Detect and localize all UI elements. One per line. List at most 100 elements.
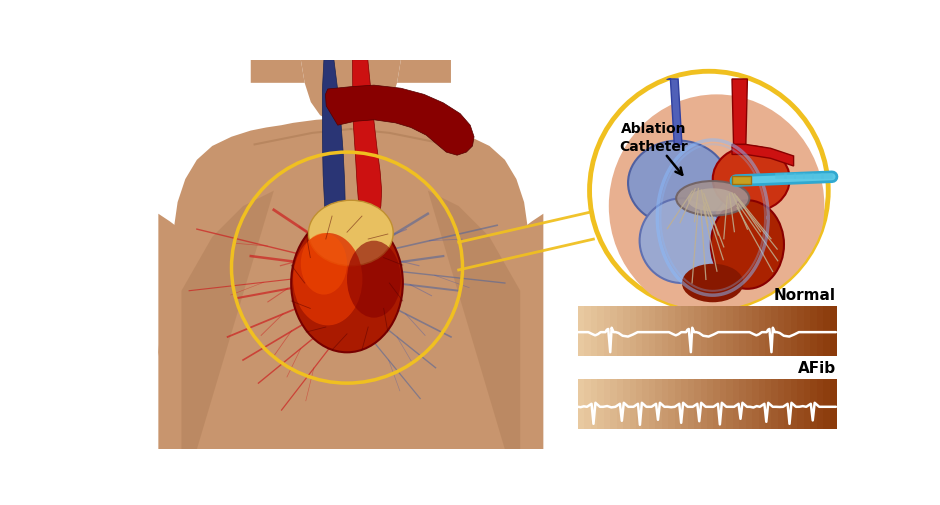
Bar	[591, 380, 598, 429]
Bar	[636, 380, 643, 429]
Bar	[662, 307, 669, 357]
Ellipse shape	[628, 141, 728, 226]
Ellipse shape	[639, 199, 725, 283]
Bar	[759, 380, 766, 429]
Bar	[810, 380, 818, 429]
Bar	[727, 307, 733, 357]
Ellipse shape	[688, 189, 738, 212]
Bar	[623, 307, 631, 357]
Bar	[713, 307, 721, 357]
Text: AFib: AFib	[798, 361, 836, 376]
Bar	[817, 380, 823, 429]
Polygon shape	[732, 80, 747, 145]
Text: Ablation
Catheter: Ablation Catheter	[619, 121, 688, 154]
Polygon shape	[301, 61, 400, 127]
Bar	[617, 307, 624, 357]
Ellipse shape	[713, 147, 790, 213]
Bar	[745, 307, 753, 357]
Polygon shape	[158, 214, 243, 449]
Bar	[733, 380, 740, 429]
Polygon shape	[340, 213, 368, 276]
Polygon shape	[352, 61, 382, 224]
Bar	[784, 307, 791, 357]
Bar	[829, 307, 837, 357]
Bar	[682, 380, 688, 429]
Bar	[675, 307, 682, 357]
Bar	[720, 380, 728, 429]
Bar	[642, 307, 650, 357]
Bar	[772, 380, 778, 429]
Circle shape	[589, 72, 828, 311]
Bar	[688, 307, 695, 357]
Bar	[688, 380, 695, 429]
Bar	[739, 307, 746, 357]
Bar	[630, 307, 636, 357]
Polygon shape	[459, 214, 543, 449]
Bar	[791, 380, 798, 429]
Bar	[597, 307, 604, 357]
Bar	[778, 380, 785, 429]
Bar	[578, 380, 586, 429]
Polygon shape	[325, 86, 474, 156]
Bar	[668, 380, 676, 429]
Bar	[784, 380, 791, 429]
Bar	[804, 307, 811, 357]
Bar	[655, 307, 663, 357]
Bar	[823, 307, 830, 357]
Bar	[668, 307, 676, 357]
Bar	[752, 380, 760, 429]
Bar	[765, 307, 773, 357]
Bar	[797, 380, 805, 429]
Bar	[610, 380, 618, 429]
Bar	[694, 307, 701, 357]
Bar	[675, 380, 682, 429]
Bar	[810, 307, 818, 357]
Bar	[642, 380, 650, 429]
Bar	[591, 307, 598, 357]
Bar	[597, 380, 604, 429]
Bar	[733, 307, 740, 357]
Bar	[713, 380, 721, 429]
Ellipse shape	[308, 201, 393, 266]
Bar	[778, 307, 785, 357]
Bar	[603, 380, 611, 429]
Bar	[823, 380, 830, 429]
Bar	[727, 380, 733, 429]
Ellipse shape	[609, 95, 824, 318]
Bar	[707, 380, 714, 429]
Bar	[636, 307, 643, 357]
Bar	[759, 307, 766, 357]
Polygon shape	[732, 145, 793, 167]
Bar	[700, 380, 708, 429]
Bar	[603, 307, 611, 357]
Bar	[617, 380, 624, 429]
Bar	[630, 380, 636, 429]
Polygon shape	[158, 118, 540, 449]
Bar	[610, 307, 618, 357]
Ellipse shape	[711, 201, 784, 289]
Bar	[585, 380, 591, 429]
Bar	[772, 307, 778, 357]
Ellipse shape	[676, 182, 749, 216]
Bar	[745, 380, 753, 429]
Bar	[720, 307, 728, 357]
Bar	[682, 307, 688, 357]
Polygon shape	[666, 80, 681, 145]
Bar	[739, 380, 746, 429]
Bar	[662, 380, 669, 429]
Bar	[797, 307, 805, 357]
Bar	[694, 380, 701, 429]
Bar	[732, 177, 751, 185]
Ellipse shape	[682, 264, 744, 302]
Polygon shape	[251, 61, 451, 84]
Ellipse shape	[291, 214, 403, 352]
Bar	[752, 307, 760, 357]
Bar	[707, 307, 714, 357]
Bar	[585, 307, 591, 357]
Ellipse shape	[301, 233, 347, 295]
Text: Normal: Normal	[774, 288, 836, 302]
Bar	[765, 380, 773, 429]
Polygon shape	[428, 191, 520, 449]
Bar	[655, 380, 663, 429]
Bar	[578, 307, 586, 357]
